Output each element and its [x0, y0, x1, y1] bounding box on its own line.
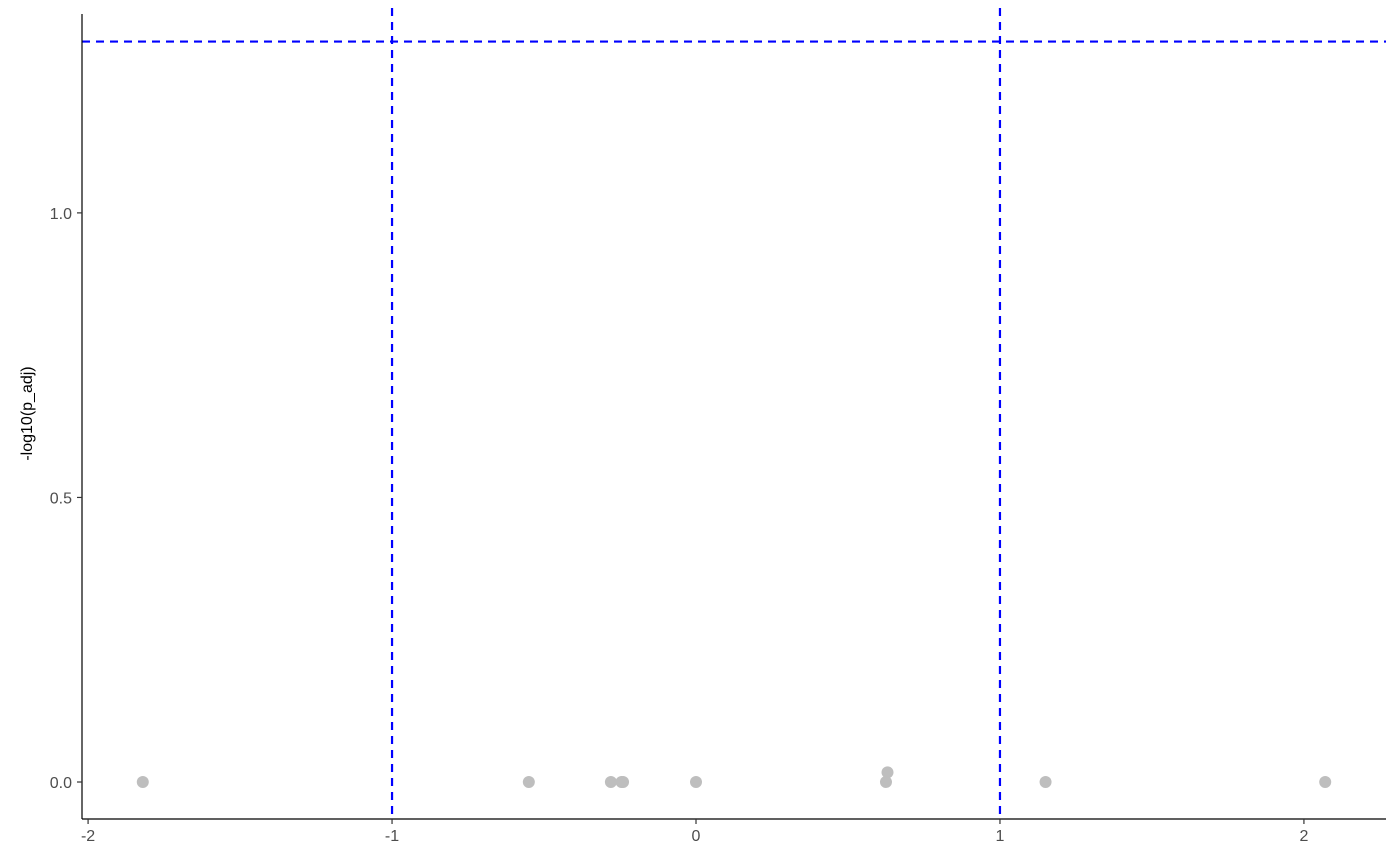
data-point-2	[522, 776, 535, 789]
y-axis-title: -log10(p_adj)	[19, 366, 36, 460]
y-tick-label-1: 0.0	[50, 775, 72, 792]
data-point-1	[136, 776, 149, 789]
data-point-10	[1319, 776, 1332, 789]
x-tick-label-2: -1	[385, 828, 399, 845]
data-points	[136, 766, 1332, 789]
axes	[81, 14, 1386, 820]
x-tick-label-4: 1	[996, 828, 1005, 845]
data-point-6	[690, 776, 702, 789]
data-point-7	[879, 776, 892, 789]
data-point-8	[881, 766, 894, 779]
threshold-lines	[82, 8, 1386, 819]
tick-marks: -2 -1 0 1 2 0.0 0.5 1.0	[50, 206, 1309, 845]
x-tick-label-5: 2	[1299, 828, 1308, 845]
data-point-9	[1039, 776, 1052, 789]
x-tick-label-3: 0	[692, 828, 701, 845]
y-tick-label-2: 0.5	[50, 490, 72, 507]
y-tick-label-3: 1.0	[50, 206, 72, 223]
data-point-3	[604, 776, 617, 789]
x-tick-label-1: -2	[81, 828, 95, 845]
data-point-5	[617, 776, 630, 789]
